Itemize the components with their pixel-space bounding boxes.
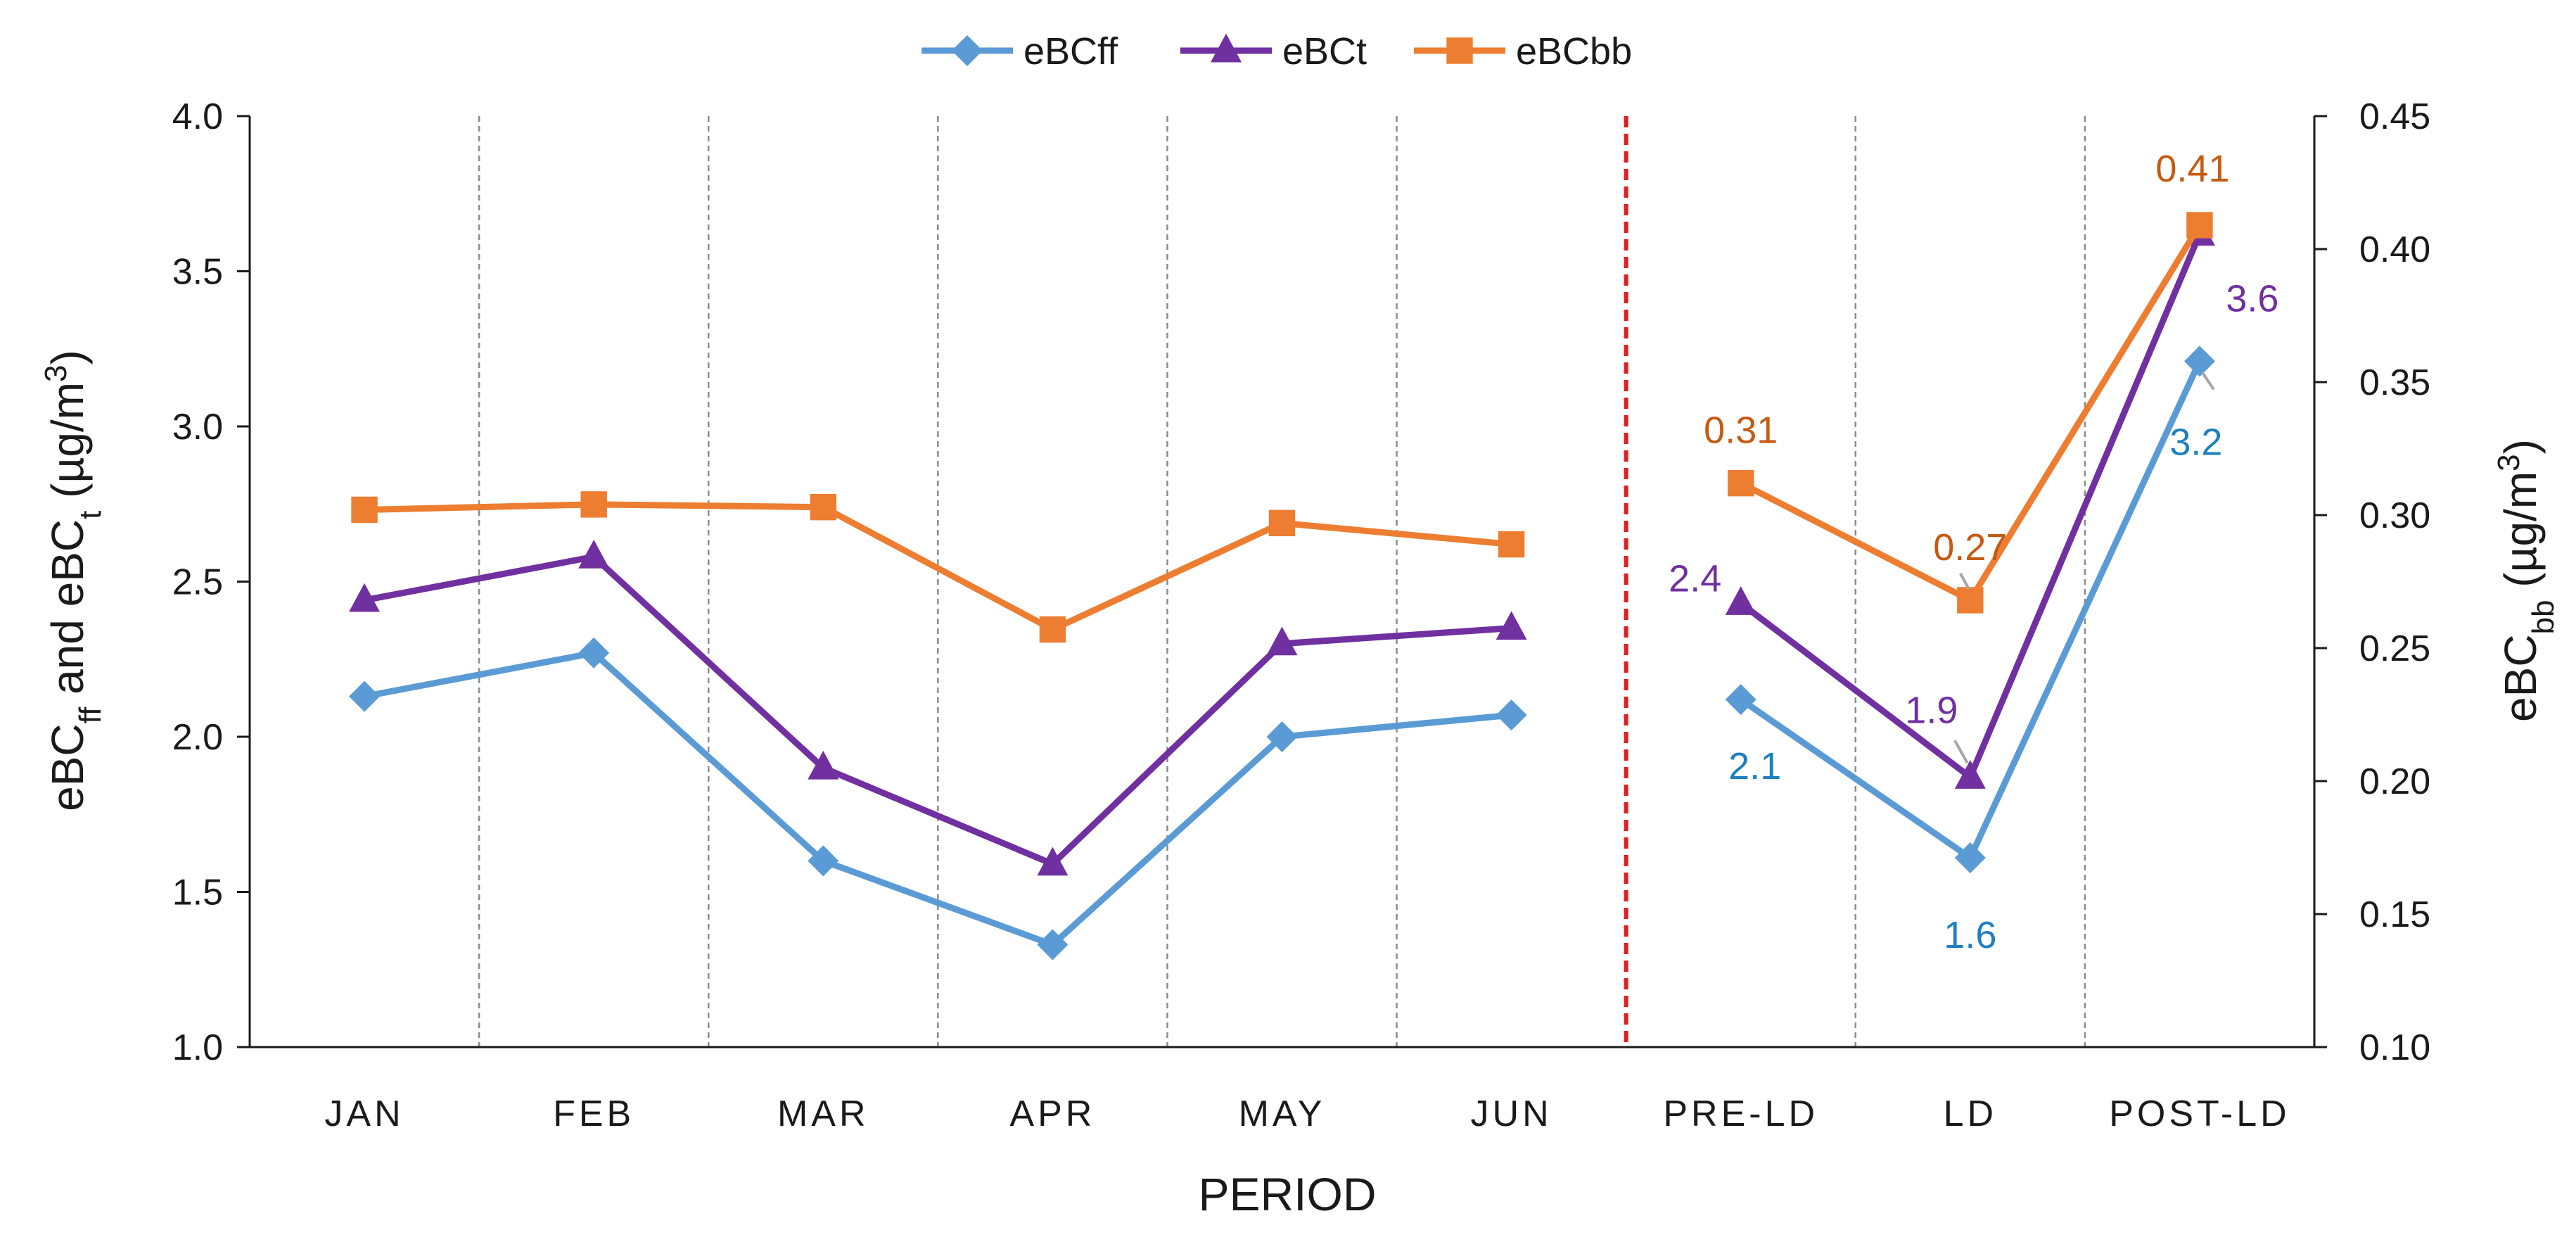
y-right-tick-label: 0.30 xyxy=(2359,495,2430,536)
series-eBCff xyxy=(349,346,2215,961)
eBCbb-point xyxy=(1728,469,1754,497)
y-right-tick-label: 0.35 xyxy=(2359,362,2430,403)
y-left-tick-label: 2.5 xyxy=(172,562,223,603)
y-left-tick-label: 3.0 xyxy=(172,407,223,448)
y-left-tick-label: 4.0 xyxy=(172,96,223,137)
data-label-eBCbb: 0.31 xyxy=(1704,410,1778,452)
series-line-eBCbb xyxy=(361,501,1515,633)
eBCbb-point xyxy=(1039,616,1066,643)
leader-line xyxy=(2201,372,2215,391)
legend-label: eBCbb xyxy=(1516,30,1632,72)
category-dividers xyxy=(478,116,2086,1047)
data-label-eBCt: 2.4 xyxy=(1669,557,1721,600)
legend-marker-eBCbb xyxy=(1446,37,1473,64)
eBCff-point xyxy=(2183,346,2215,377)
x-tick-label: JAN xyxy=(324,1094,404,1134)
data-label-eBCt: 3.6 xyxy=(2226,278,2278,320)
y-axis-right-title: eBCbb (µg/m3) xyxy=(2492,439,2561,722)
legend-marker-eBCt xyxy=(1211,33,1242,63)
eBCbb-point xyxy=(1498,531,1525,558)
eBCbb-point xyxy=(580,491,607,518)
y-left-tick-label: 3.5 xyxy=(172,252,223,293)
data-labels: 0.31 0.27 0.41 2.4 1.9 3.6 2.1 1.6 3.2 xyxy=(1669,148,2278,956)
eBCff-point xyxy=(1725,684,1756,716)
series-line-eBCt xyxy=(361,553,1515,868)
data-label-eBCbb: 0.27 xyxy=(1933,526,2007,569)
eBCff-point xyxy=(1496,699,1527,731)
data-label-eBCff: 3.2 xyxy=(2169,421,2222,463)
eBCt-point xyxy=(1266,626,1298,656)
x-tick-label: LD xyxy=(1944,1094,1997,1134)
eBCff-point xyxy=(808,845,839,877)
eBCbb-point xyxy=(1268,509,1296,537)
eBCff-point xyxy=(1954,842,1986,873)
x-tick-label: PRE-LD xyxy=(1663,1094,1818,1134)
legend-item-eBCff: eBCff xyxy=(922,30,1118,72)
legend-item-eBCt: eBCt xyxy=(1180,30,1367,72)
eBCt-point xyxy=(1954,760,1986,789)
leader-line xyxy=(1959,573,1970,590)
series-eBCbb xyxy=(351,212,2213,643)
eBCt-point xyxy=(1037,847,1069,876)
eBCt-point xyxy=(349,583,381,612)
legend-marker-eBCff xyxy=(952,35,983,66)
eBCbb-point xyxy=(351,496,378,524)
x-tick-label: JUN xyxy=(1471,1094,1552,1134)
y-left-tick-label: 1.0 xyxy=(172,1027,223,1068)
data-label-eBCbb: 0.41 xyxy=(2155,148,2229,190)
x-tick-label: MAR xyxy=(777,1094,869,1134)
legend-label: eBCt xyxy=(1282,30,1367,72)
y-right-tick-label: 0.40 xyxy=(2359,229,2430,270)
y-right-tick-label: 0.20 xyxy=(2359,761,2430,802)
data-label-eBCff: 2.1 xyxy=(1728,745,1781,787)
eBCbb-point xyxy=(2186,212,2213,239)
y-axis-left-title: eBCff and eBCt (µg/m3) xyxy=(39,350,108,811)
eBCff-point xyxy=(578,637,610,668)
y-right-tick-label: 0.15 xyxy=(2359,894,2430,935)
legend-label: eBCff xyxy=(1024,30,1118,72)
series-line-eBCff xyxy=(361,649,1515,948)
eBCbb-point xyxy=(1957,587,1984,614)
y-left-tick-label: 2.0 xyxy=(172,717,223,758)
eBCff-point xyxy=(349,680,381,712)
legend: eBCff eBCt eBCbb xyxy=(922,30,1632,72)
axes: 1.0 1.5 2.0 2.5 3.0 3.5 4.0 0.10 0.15 0.20 0.25 0.3… xyxy=(172,96,2431,1134)
legend-item-eBCbb: eBCbb xyxy=(1414,30,1632,72)
eBCt-point xyxy=(808,750,839,780)
data-label-eBCt: 1.9 xyxy=(1905,689,1958,731)
x-tick-label: POST-LD xyxy=(2109,1094,2290,1134)
eBCt-point xyxy=(578,540,610,569)
y-left-tick-label: 1.5 xyxy=(172,873,223,913)
x-axis-title: PERIOD xyxy=(1198,1168,1376,1220)
eBCff-point xyxy=(1266,721,1298,752)
y-right-tick-label: 0.10 xyxy=(2359,1027,2430,1068)
eBCff-point xyxy=(1037,929,1069,961)
x-tick-label: FEB xyxy=(553,1094,635,1134)
eBCt-point xyxy=(1496,611,1527,640)
x-tick-label: MAY xyxy=(1239,1094,1326,1134)
series-eBCt xyxy=(349,217,2215,876)
eBCbb-point xyxy=(810,493,836,521)
series-group xyxy=(349,212,2215,961)
data-label-eBCff: 1.6 xyxy=(1944,914,1996,956)
eBCt-point xyxy=(1725,586,1756,615)
y-right-tick-label: 0.45 xyxy=(2359,96,2430,137)
y-right-tick-label: 0.25 xyxy=(2359,628,2430,669)
x-tick-label: APR xyxy=(1009,1094,1095,1134)
leader-line xyxy=(1953,740,1969,764)
